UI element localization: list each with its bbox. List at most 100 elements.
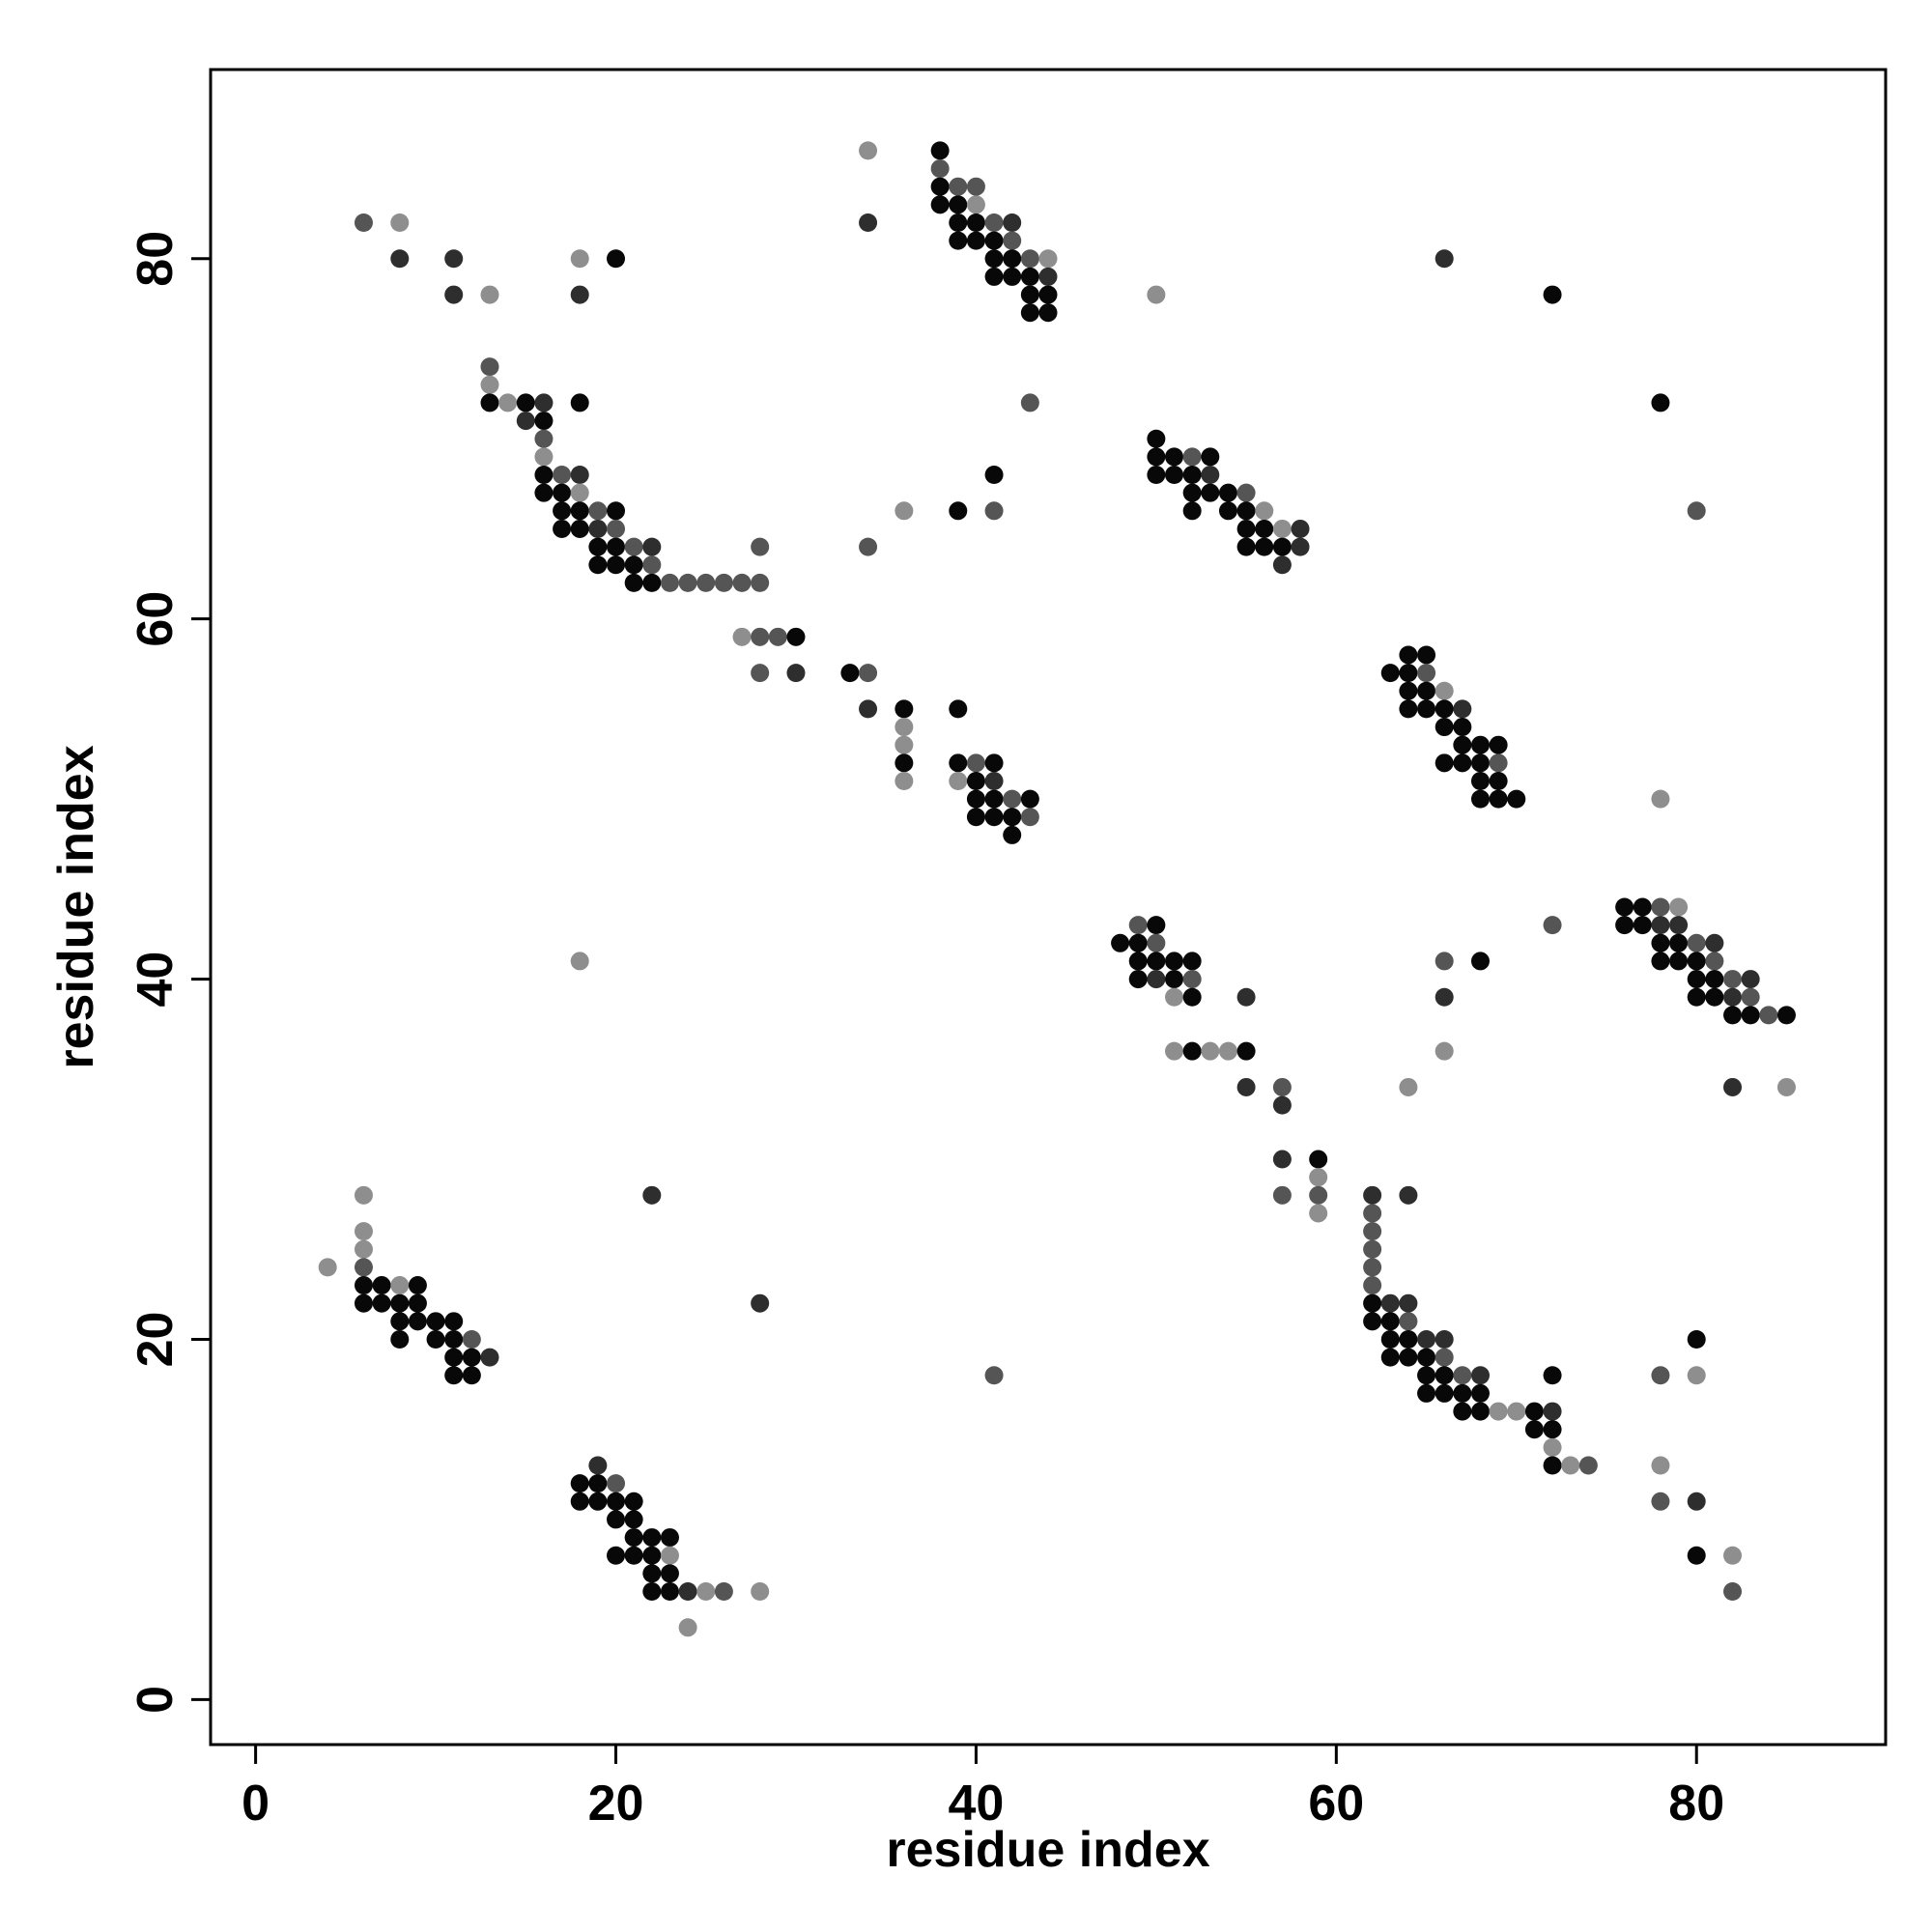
data-point	[966, 231, 985, 250]
data-point	[751, 537, 770, 556]
data-point	[1272, 555, 1292, 575]
data-point	[534, 466, 554, 485]
data-point	[588, 1456, 608, 1475]
data-point	[1236, 537, 1256, 556]
data-point	[660, 1582, 679, 1602]
data-point	[1507, 1402, 1526, 1421]
data-point	[1380, 1293, 1400, 1313]
data-point	[1651, 393, 1670, 412]
data-point	[1038, 249, 1058, 269]
data-point	[1309, 1168, 1328, 1187]
data-point	[1561, 1456, 1580, 1475]
y-tick-label: 0	[128, 1686, 184, 1714]
data-point	[624, 1546, 643, 1565]
data-point	[1489, 753, 1508, 773]
data-point	[534, 483, 554, 502]
data-point	[1272, 1077, 1292, 1096]
data-point	[1470, 1402, 1490, 1421]
data-point	[1524, 1420, 1544, 1439]
data-point	[444, 1312, 464, 1331]
data-point	[660, 1528, 679, 1548]
data-point	[1651, 1366, 1670, 1385]
data-point	[607, 249, 626, 269]
data-point	[1020, 393, 1039, 412]
data-point	[553, 519, 572, 538]
data-point	[984, 789, 1004, 809]
data-point	[1723, 1077, 1743, 1096]
data-point	[1435, 1329, 1454, 1349]
data-point	[1003, 231, 1022, 250]
data-point	[1182, 501, 1202, 521]
data-point	[1417, 1366, 1436, 1385]
data-point	[570, 466, 589, 485]
data-point	[1651, 1492, 1670, 1511]
data-point	[444, 1348, 464, 1367]
data-point	[751, 1582, 770, 1602]
data-point	[1435, 1041, 1454, 1061]
data-point	[408, 1293, 427, 1313]
data-point	[1255, 501, 1274, 521]
data-point	[1182, 987, 1202, 1007]
data-point	[1003, 789, 1022, 809]
data-point	[607, 1492, 626, 1511]
data-point	[1615, 916, 1634, 935]
data-point	[1236, 519, 1256, 538]
data-point	[966, 213, 985, 232]
data-point	[984, 249, 1004, 269]
data-point	[949, 231, 968, 250]
data-point	[570, 1492, 589, 1511]
data-point	[1165, 447, 1184, 467]
data-point	[354, 1276, 373, 1295]
data-point	[930, 141, 950, 160]
data-point	[588, 1492, 608, 1511]
data-point	[1309, 1185, 1328, 1205]
data-point	[1147, 466, 1166, 485]
data-point	[1218, 483, 1237, 502]
data-point	[1615, 897, 1634, 917]
data-point	[1435, 681, 1454, 700]
data-point	[984, 267, 1004, 286]
data-point	[1633, 916, 1652, 935]
data-point	[1236, 987, 1256, 1007]
data-point	[1399, 1293, 1418, 1313]
data-point	[553, 501, 572, 521]
data-point	[949, 177, 968, 196]
data-point	[859, 213, 878, 232]
data-point	[1003, 213, 1022, 232]
data-point	[1669, 916, 1689, 935]
data-point	[624, 555, 643, 575]
data-point	[1165, 1041, 1184, 1061]
data-point	[696, 573, 716, 592]
data-point	[624, 1528, 643, 1548]
data-point	[1435, 1366, 1454, 1385]
data-point	[949, 699, 968, 719]
data-point	[642, 555, 662, 575]
data-point	[1363, 1293, 1382, 1313]
data-point	[1741, 987, 1760, 1007]
data-point	[859, 664, 878, 683]
x-tick-label: 80	[1668, 1776, 1724, 1832]
data-point	[1399, 1077, 1418, 1096]
data-point	[786, 627, 806, 646]
x-tick-label: 20	[588, 1776, 644, 1832]
data-point	[1380, 1329, 1400, 1349]
data-point	[1182, 447, 1202, 467]
data-point	[1182, 466, 1202, 485]
data-point	[1363, 1276, 1382, 1295]
data-point	[444, 285, 464, 304]
data-point	[372, 1276, 391, 1295]
plot-frame	[209, 68, 1888, 1747]
data-point	[1165, 987, 1184, 1007]
data-point	[1147, 285, 1166, 304]
data-point	[1111, 933, 1130, 952]
data-point	[1489, 771, 1508, 790]
data-point	[1435, 699, 1454, 719]
data-point	[1453, 753, 1472, 773]
data-point	[1201, 483, 1220, 502]
data-point	[1470, 735, 1490, 754]
data-point	[1309, 1150, 1328, 1169]
data-point	[1543, 285, 1562, 304]
data-point	[714, 1582, 733, 1602]
data-point	[624, 1492, 643, 1511]
data-point	[1399, 1185, 1418, 1205]
